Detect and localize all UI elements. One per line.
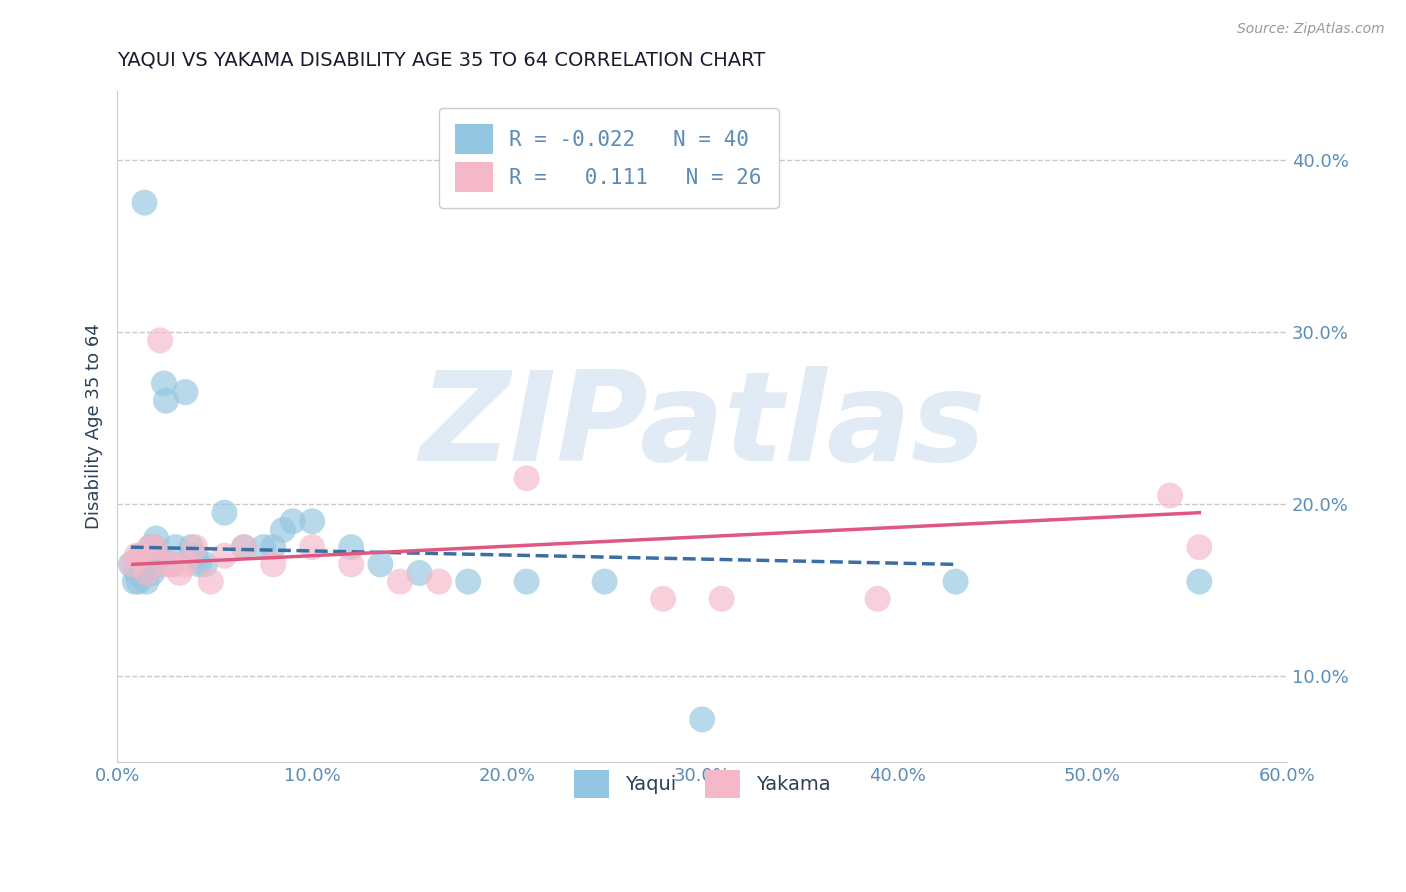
Point — [149, 558, 172, 572]
Point — [593, 574, 616, 589]
Point — [139, 540, 162, 554]
Point — [145, 532, 167, 546]
Point — [174, 558, 197, 572]
Point — [301, 514, 323, 528]
Point — [125, 549, 148, 563]
Point — [141, 566, 163, 580]
Point — [232, 540, 254, 554]
Point — [200, 574, 222, 589]
Point — [184, 540, 207, 554]
Point — [516, 471, 538, 485]
Point — [340, 540, 363, 554]
Point — [135, 566, 157, 580]
Point — [138, 558, 160, 572]
Point — [121, 558, 143, 572]
Point — [143, 540, 166, 554]
Point — [427, 574, 450, 589]
Point — [214, 506, 236, 520]
Point — [129, 549, 152, 563]
Point — [690, 713, 713, 727]
Point — [146, 549, 169, 563]
Point — [301, 540, 323, 554]
Point — [1188, 540, 1211, 554]
Point — [120, 558, 142, 572]
Point — [408, 566, 430, 580]
Point — [188, 558, 211, 572]
Point — [131, 566, 153, 580]
Point — [184, 549, 207, 563]
Point — [1188, 574, 1211, 589]
Point — [174, 385, 197, 400]
Point — [124, 574, 146, 589]
Point — [652, 591, 675, 606]
Point — [214, 549, 236, 563]
Point — [370, 558, 392, 572]
Legend: Yaqui, Yakama: Yaqui, Yakama — [558, 755, 846, 814]
Point — [271, 523, 294, 537]
Point — [710, 591, 733, 606]
Text: YAQUI VS YAKAMA DISABILITY AGE 35 TO 64 CORRELATION CHART: YAQUI VS YAKAMA DISABILITY AGE 35 TO 64 … — [117, 51, 765, 70]
Point — [262, 540, 284, 554]
Point — [252, 540, 274, 554]
Point — [149, 334, 172, 348]
Point — [180, 540, 202, 554]
Text: ZIPatlas: ZIPatlas — [419, 366, 986, 487]
Point — [129, 549, 152, 563]
Point — [866, 591, 889, 606]
Point — [945, 574, 967, 589]
Point — [194, 558, 217, 572]
Point — [155, 393, 177, 408]
Point — [232, 540, 254, 554]
Point — [155, 558, 177, 572]
Text: Source: ZipAtlas.com: Source: ZipAtlas.com — [1237, 22, 1385, 37]
Point — [125, 566, 148, 580]
Y-axis label: Disability Age 35 to 64: Disability Age 35 to 64 — [86, 324, 103, 530]
Point — [262, 558, 284, 572]
Point — [169, 566, 191, 580]
Point — [1159, 488, 1181, 502]
Point — [139, 540, 162, 554]
Point — [160, 558, 183, 572]
Point — [143, 540, 166, 554]
Point — [457, 574, 479, 589]
Point — [160, 558, 183, 572]
Point — [128, 574, 150, 589]
Point — [516, 574, 538, 589]
Point — [153, 376, 176, 391]
Point — [281, 514, 304, 528]
Point — [165, 540, 187, 554]
Point — [388, 574, 411, 589]
Point — [134, 195, 156, 210]
Point — [340, 558, 363, 572]
Point — [135, 574, 157, 589]
